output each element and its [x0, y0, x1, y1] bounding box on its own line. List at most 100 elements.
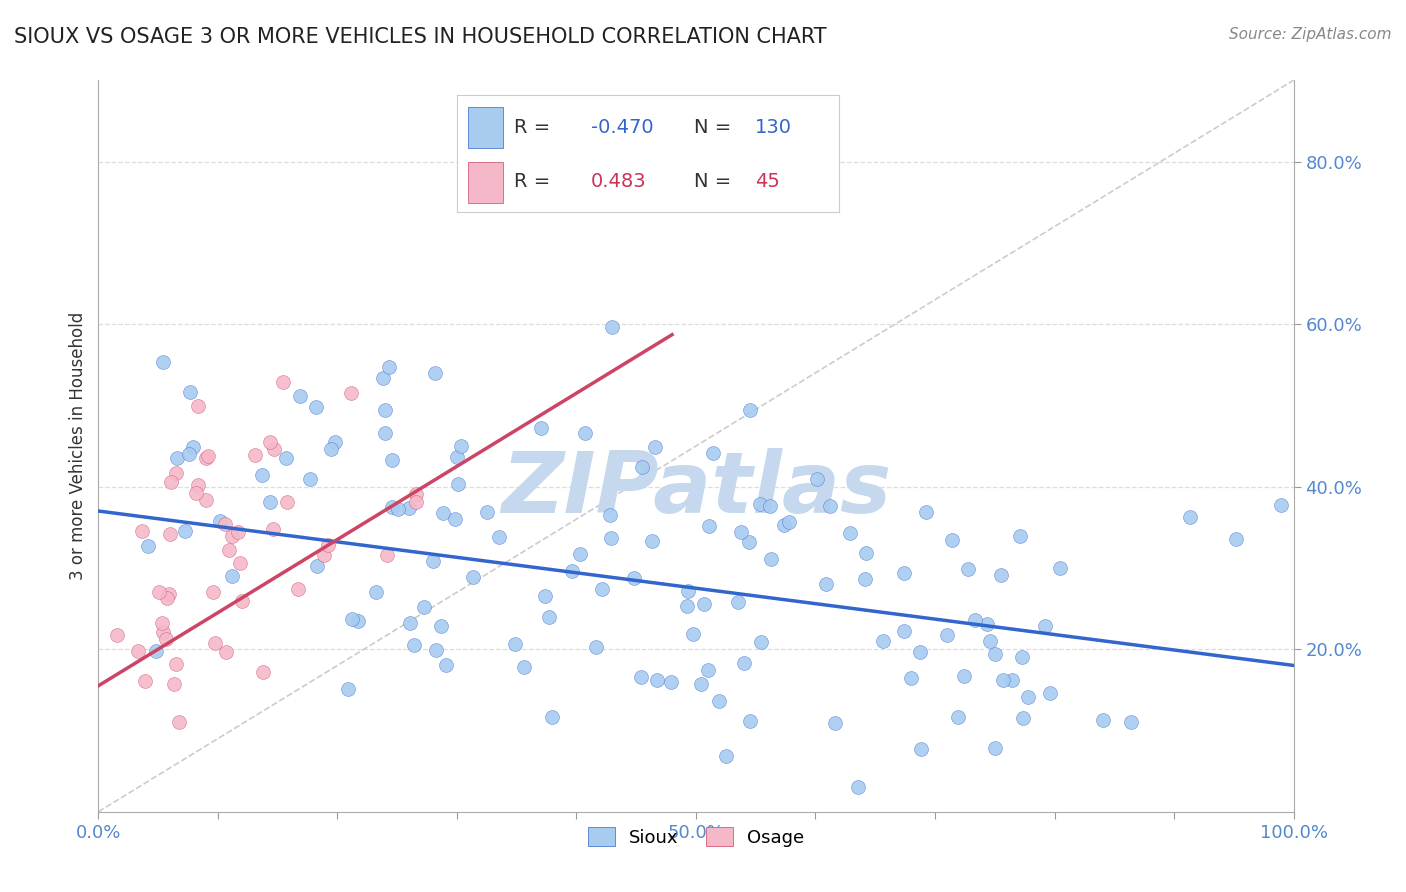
Point — [148, 585, 170, 599]
Point — [730, 524, 752, 539]
Point — [336, 681, 359, 696]
Point — [447, 477, 470, 491]
Point — [298, 472, 321, 486]
Point — [399, 615, 422, 630]
Point — [900, 671, 922, 685]
Point — [641, 534, 664, 549]
Point — [965, 613, 987, 627]
Point — [252, 665, 274, 679]
Point — [287, 582, 309, 597]
Point — [263, 442, 285, 456]
Point — [503, 636, 526, 650]
Point — [127, 644, 149, 658]
Point — [434, 657, 457, 672]
Point — [991, 673, 1014, 687]
Point — [194, 493, 217, 508]
Point — [316, 538, 339, 552]
Point — [1033, 619, 1056, 633]
Point — [443, 512, 465, 526]
Point — [824, 716, 846, 731]
Point — [749, 634, 772, 648]
Point — [1001, 673, 1024, 687]
Point — [659, 675, 682, 690]
Point — [134, 673, 156, 688]
Y-axis label: 3 or more Vehicles in Household: 3 or more Vehicles in Household — [69, 312, 87, 580]
Point — [1011, 711, 1033, 725]
Point — [693, 598, 716, 612]
Point — [984, 647, 1007, 661]
Point — [914, 505, 936, 519]
Point — [778, 516, 800, 530]
Point — [136, 539, 159, 553]
Point — [155, 632, 177, 647]
Point — [733, 656, 755, 670]
Point — [305, 558, 328, 573]
Point — [252, 467, 274, 482]
Point — [157, 587, 180, 601]
Point — [727, 594, 749, 608]
Point — [378, 360, 401, 375]
Point — [152, 625, 174, 640]
Text: Source: ZipAtlas.com: Source: ZipAtlas.com — [1229, 27, 1392, 42]
Point — [697, 519, 720, 533]
Point — [422, 553, 444, 567]
Point — [274, 451, 297, 466]
Point — [371, 371, 394, 385]
Point — [425, 642, 447, 657]
Point — [1119, 714, 1142, 729]
Point — [935, 628, 957, 642]
Point — [184, 485, 207, 500]
Point — [321, 442, 343, 457]
Point — [226, 524, 249, 539]
Point — [276, 494, 298, 508]
Point — [1008, 528, 1031, 542]
Point — [568, 547, 591, 561]
Point — [737, 534, 759, 549]
Point — [600, 320, 623, 334]
Point — [585, 640, 607, 654]
Point — [105, 627, 128, 641]
Point — [430, 619, 453, 633]
Point — [623, 571, 645, 585]
Point — [405, 495, 427, 509]
Point — [446, 450, 468, 465]
Point — [645, 673, 668, 687]
Point — [697, 663, 720, 677]
Point — [197, 449, 219, 463]
Point — [208, 514, 231, 528]
Point — [574, 426, 596, 441]
Point — [174, 524, 197, 538]
Point — [908, 645, 931, 659]
Point — [893, 566, 915, 581]
Point — [163, 676, 186, 690]
Point — [214, 516, 236, 531]
Point — [709, 694, 731, 708]
Point — [748, 497, 770, 511]
Point — [953, 669, 976, 683]
Point — [631, 460, 654, 475]
Point — [177, 446, 200, 460]
Point — [202, 585, 225, 599]
Point — [846, 780, 869, 795]
Point — [159, 527, 181, 541]
Point — [425, 367, 447, 381]
Point — [288, 389, 311, 403]
Point — [340, 612, 363, 626]
Point — [221, 529, 243, 543]
Point — [145, 643, 167, 657]
Point — [815, 577, 838, 591]
Point — [644, 440, 666, 454]
Point — [853, 572, 876, 586]
Point — [156, 591, 179, 606]
Point — [714, 749, 737, 764]
Point — [228, 556, 250, 570]
Point — [740, 402, 762, 417]
Point — [231, 594, 253, 608]
Point — [194, 451, 217, 466]
Point — [630, 670, 652, 684]
Text: SIOUX VS OSAGE 3 OR MORE VEHICLES IN HOUSEHOLD CORRELATION CHART: SIOUX VS OSAGE 3 OR MORE VEHICLES IN HOU… — [14, 27, 827, 46]
Point — [381, 453, 404, 467]
Point — [893, 624, 915, 638]
Point — [152, 355, 174, 369]
Point — [1049, 561, 1071, 575]
